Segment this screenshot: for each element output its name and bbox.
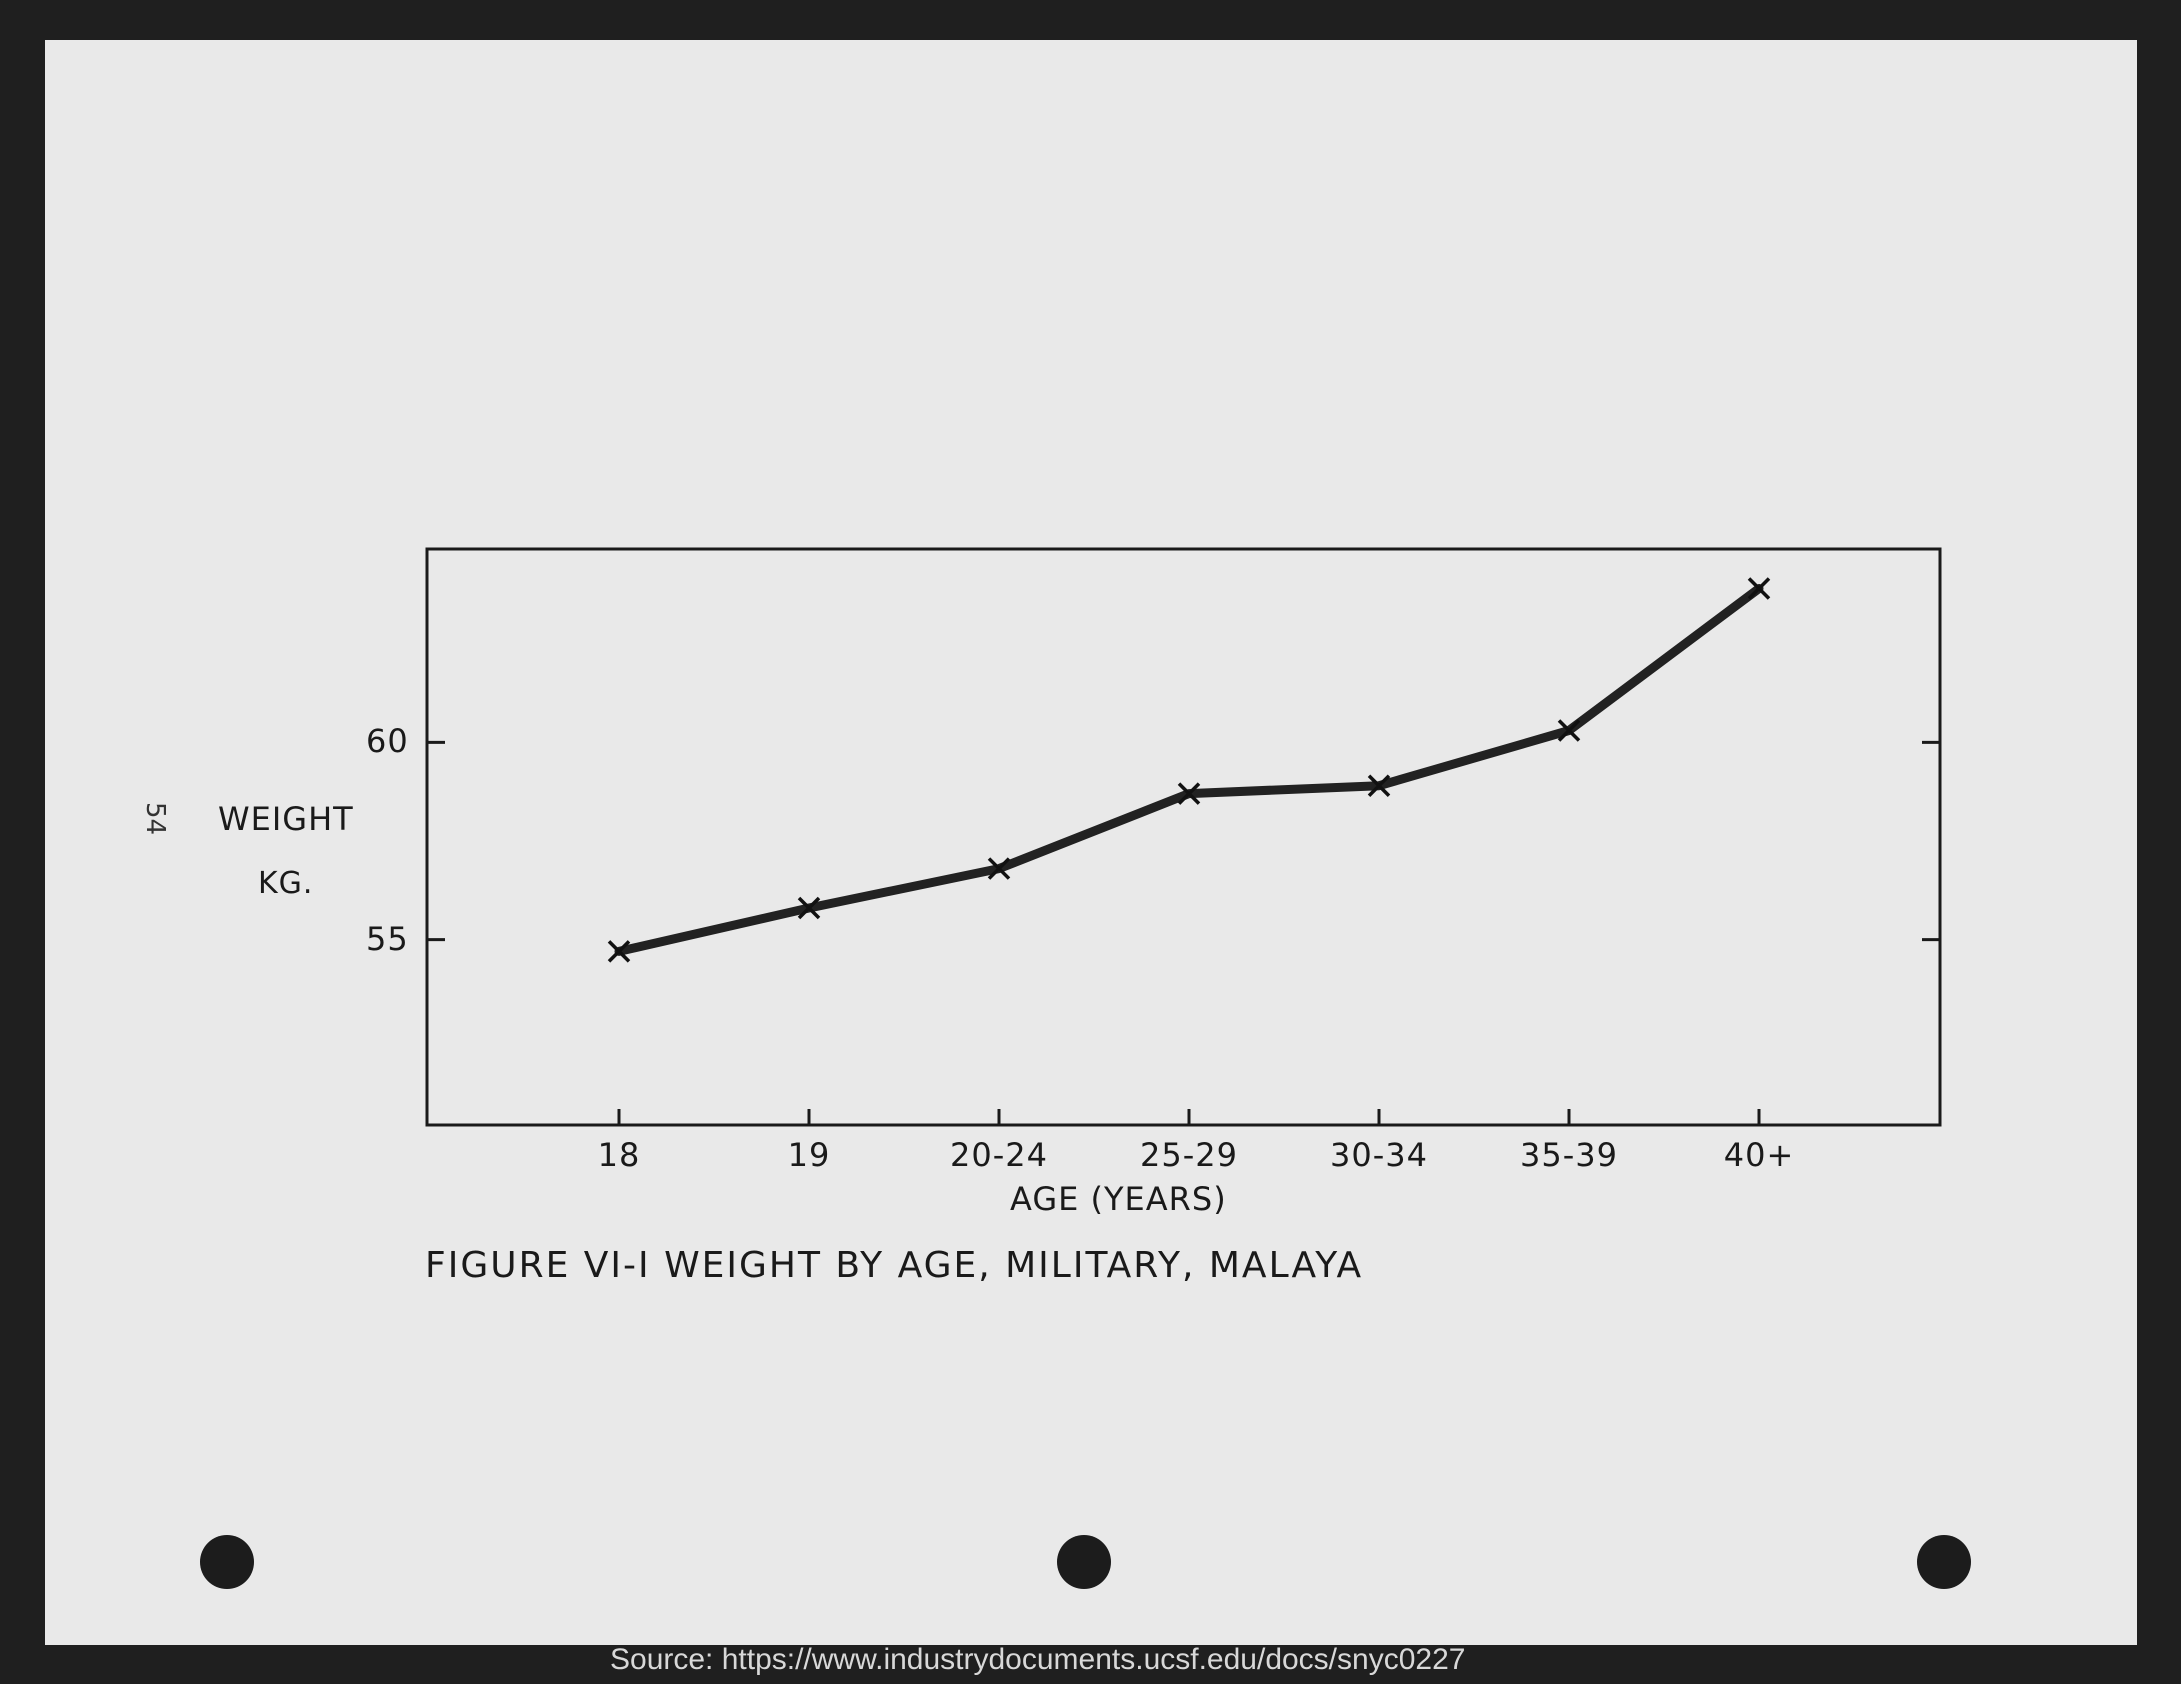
y-axis-unit: KG. (258, 866, 314, 901)
y-axis-label: WEIGHT (218, 800, 354, 838)
x-tick-label: 25-29 (1140, 1136, 1238, 1174)
data-point-marker (797, 896, 821, 920)
data-point-marker (987, 857, 1011, 880)
x-tick-label: 18 (597, 1136, 641, 1174)
punch-hole-right (1917, 1535, 1971, 1589)
data-point-marker (1557, 719, 1581, 742)
y-tick-label: 60 (366, 722, 409, 761)
punch-hole-center (1057, 1535, 1111, 1589)
data-point-marker (607, 940, 631, 963)
source-footer: Source: https://www.industrydocuments.uc… (610, 1643, 1466, 1676)
document-page (45, 40, 2137, 1645)
data-point-marker (1747, 577, 1771, 600)
x-tick-label: 20-24 (950, 1136, 1048, 1174)
x-axis-label: AGE (YEARS) (1010, 1180, 1227, 1218)
figure-caption: FIGURE VI-I WEIGHT BY AGE, MILITARY, MAL… (425, 1245, 1364, 1286)
page-number: 54 (140, 802, 170, 836)
plot-frame (425, 547, 1942, 1127)
punch-hole-left (200, 1535, 254, 1589)
x-tick-label: 40+ (1723, 1136, 1795, 1174)
series-line (614, 584, 1764, 956)
data-point-marker (1177, 782, 1201, 805)
y-tick-label: 55 (366, 919, 409, 958)
x-tick-label: 35-39 (1520, 1136, 1618, 1174)
x-tick-label: 30-34 (1330, 1136, 1428, 1174)
x-tick-label: 19 (787, 1136, 831, 1174)
data-point-marker (1367, 774, 1391, 797)
